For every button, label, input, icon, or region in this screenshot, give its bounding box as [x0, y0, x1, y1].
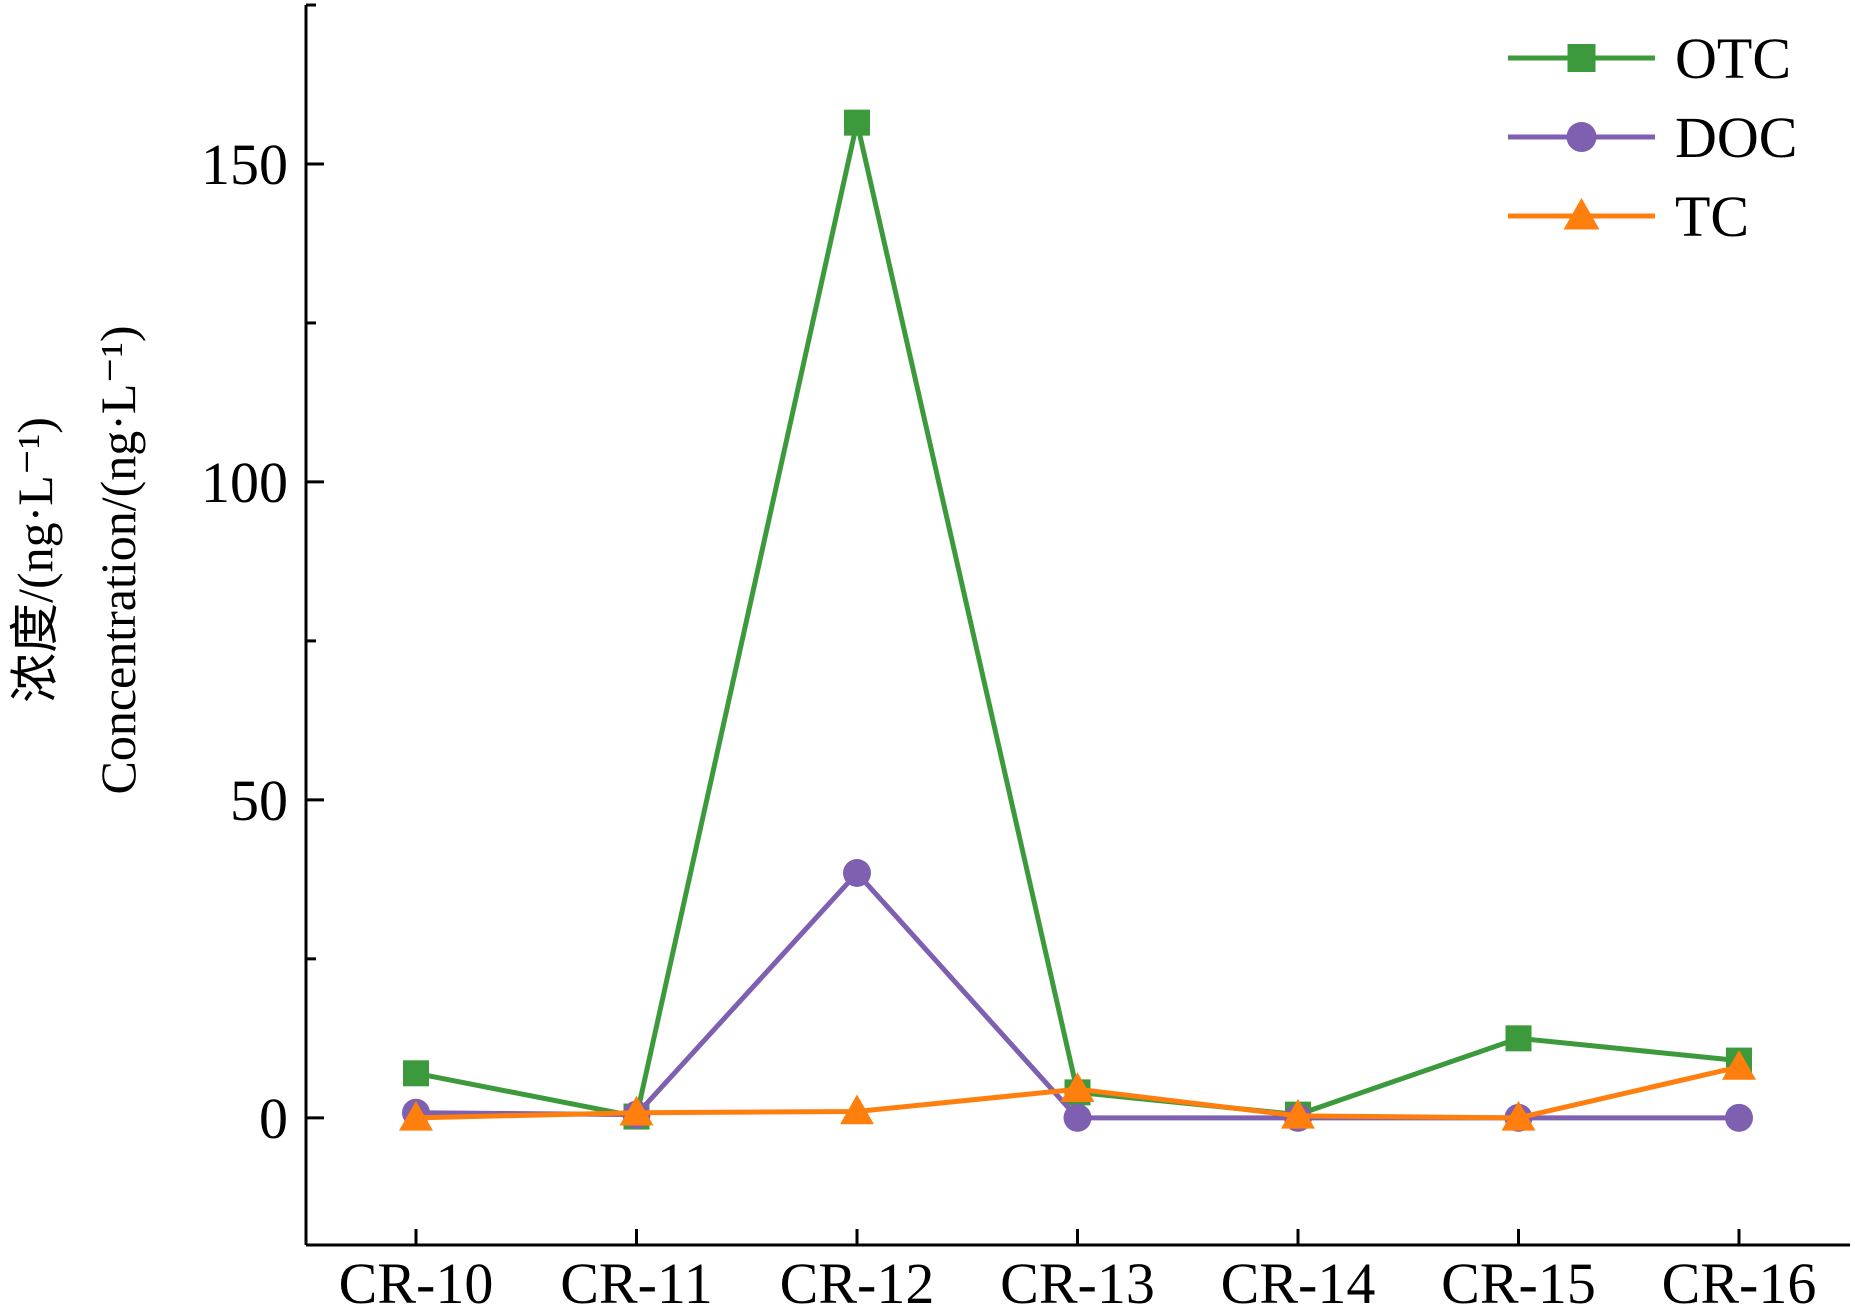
data-point-doc	[843, 859, 871, 887]
series-tc	[399, 1049, 1756, 1131]
legend-label-tc: TC	[1675, 184, 1749, 249]
data-point-doc	[1725, 1103, 1753, 1132]
data-point-otc	[844, 109, 870, 136]
x-tick-label: CR-14	[1221, 1251, 1376, 1310]
legend-entry-doc: DOC	[1508, 105, 1797, 170]
axes: 0 50 100 150 CR-10 CR-11 CR-12 CR-13 CR-14 CR-15 C…	[201, 3, 1850, 1310]
series-otc	[403, 109, 1752, 1130]
y-tick-label: 50	[230, 768, 288, 833]
data-point-otc	[1505, 1025, 1532, 1052]
y-tick-label: 0	[259, 1086, 288, 1151]
legend-entry-tc: TC	[1508, 184, 1749, 249]
x-tick-label: CR-11	[560, 1251, 713, 1310]
data-point-tc	[619, 1095, 654, 1126]
x-tick-label: CR-16	[1662, 1251, 1817, 1310]
legend-marker-doc	[1566, 122, 1597, 152]
legend-marker-tc	[1563, 198, 1600, 230]
data-point-tc	[1722, 1049, 1756, 1080]
series-layer	[399, 109, 1756, 1132]
x-tick-label: CR-15	[1441, 1251, 1596, 1310]
data-point-tc	[1501, 1100, 1536, 1131]
legend-label-otc: OTC	[1675, 26, 1791, 91]
data-point-tc	[840, 1094, 874, 1125]
legend: OTC DOC TC	[1508, 26, 1797, 249]
y-tick-label: 150	[201, 132, 288, 197]
x-tick-label: CR-10	[339, 1251, 494, 1310]
data-point-doc	[1063, 1103, 1092, 1132]
data-point-otc	[403, 1060, 429, 1087]
legend-marker-otc	[1567, 44, 1596, 72]
series-line-otc	[415, 120, 1740, 1120]
y-axis-title-english: Concentration/(ng·L⁻¹)	[90, 325, 146, 794]
data-point-tc	[399, 1100, 433, 1131]
y-axis-title-chinese: 浓度/(ng·L⁻¹)	[7, 417, 63, 703]
x-tick-label: CR-12	[780, 1251, 935, 1310]
y-tick-label: 100	[201, 450, 288, 515]
legend-label-doc: DOC	[1675, 105, 1797, 170]
legend-entry-otc: OTC	[1508, 26, 1791, 91]
x-tick-label: CR-13	[1000, 1251, 1155, 1310]
data-point-tc	[1060, 1072, 1095, 1102]
data-point-tc	[1281, 1098, 1315, 1129]
